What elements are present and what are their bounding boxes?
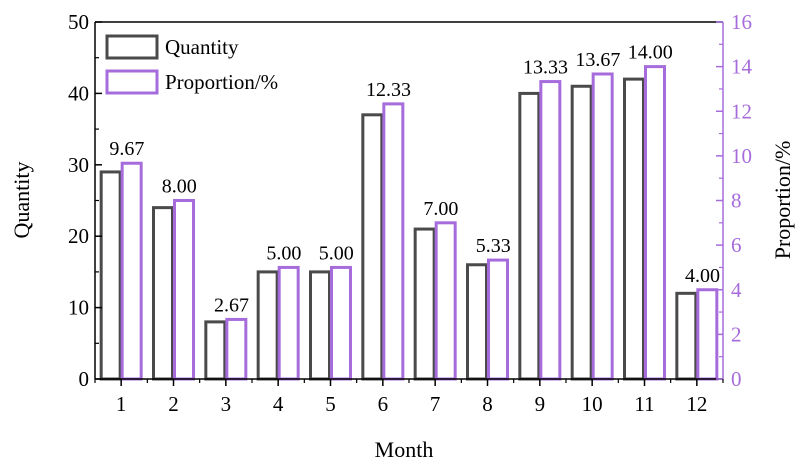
bars-layer: [99, 65, 719, 381]
y-right-tick-label: 2: [731, 322, 742, 346]
data-label-proportion: 5.00: [319, 242, 354, 264]
y-right-tick-label: 4: [731, 278, 742, 302]
bar-proportion: [539, 80, 562, 381]
legend-swatch-proportion: [105, 69, 159, 95]
bar-quantity: [570, 84, 593, 381]
bar-quantity: [99, 170, 122, 381]
y-left-tick-label: 20: [68, 224, 89, 248]
bar-proportion: [330, 265, 352, 381]
y-right-tick-label: 8: [731, 189, 742, 213]
bar-quantity: [361, 113, 384, 381]
data-label-proportion: 2.67: [214, 294, 249, 316]
legend-swatch-quantity: [105, 34, 159, 60]
bar-proportion: [173, 199, 195, 381]
y-left-tick-label: 30: [68, 153, 89, 177]
bar-quantity: [309, 270, 331, 381]
data-label-proportion: 5.33: [476, 235, 511, 257]
x-tick-label: 3: [221, 392, 232, 416]
y-left-tick-label: 40: [68, 81, 89, 105]
data-label-proportion: 8.00: [162, 176, 197, 198]
x-tick-label: 6: [378, 392, 389, 416]
bar-quantity: [675, 291, 698, 381]
y-right-tick-label: 0: [731, 367, 742, 391]
data-label-proportion: 7.00: [423, 198, 458, 220]
bar-quantity: [204, 320, 227, 381]
x-tick-label: 2: [168, 392, 179, 416]
bar-proportion: [487, 258, 509, 381]
bar-proportion: [120, 161, 143, 381]
x-tick-label: 4: [273, 392, 284, 416]
y-left-tick-label: 50: [68, 10, 89, 34]
y-left-tick-label: 0: [79, 367, 90, 391]
data-label-proportion: 13.67: [575, 49, 620, 71]
y-right-tick-label: 6: [731, 233, 742, 257]
legend-label-proportion: Proportion/%: [165, 70, 278, 94]
bar-quantity: [152, 206, 174, 381]
y-right-tick-label: 10: [731, 144, 752, 168]
x-axis-title: Month: [375, 437, 434, 462]
data-label-proportion: 4.00: [685, 265, 720, 287]
y-left-tick-label: 10: [68, 296, 89, 320]
bar-quantity: [413, 227, 436, 381]
bar-quantity: [623, 77, 645, 381]
bar-quantity: [256, 270, 279, 381]
legend-label-quantity: Quantity: [165, 35, 239, 59]
y-left-axis-title: Quantity: [9, 162, 34, 239]
x-tick-label: 10: [582, 392, 603, 416]
x-tick-label: 8: [482, 392, 493, 416]
bar-proportion: [434, 221, 457, 381]
bar-proportion: [696, 288, 719, 381]
x-tick-label: 11: [634, 392, 654, 416]
data-label-proportion: 13.33: [523, 57, 568, 79]
data-label-proportion: 14.00: [628, 42, 673, 64]
data-label-proportion: 12.33: [366, 79, 411, 101]
x-tick-label: 12: [686, 392, 707, 416]
y-right-tick-label: 16: [731, 10, 752, 34]
bar-quantity: [518, 91, 541, 381]
bar-proportion: [644, 65, 666, 381]
bar-proportion: [225, 317, 248, 381]
data-label-proportion: 9.67: [109, 138, 144, 160]
bar-proportion: [382, 102, 405, 381]
x-tick-label: 7: [430, 392, 441, 416]
bar-proportion: [591, 72, 614, 381]
x-tick-label: 5: [325, 392, 336, 416]
x-tick-label: 1: [116, 392, 127, 416]
y-right-tick-label: 14: [731, 55, 753, 79]
legend: Quantity Proportion/%: [105, 34, 278, 95]
x-tick-label: 9: [535, 392, 546, 416]
bar-quantity: [466, 263, 488, 381]
data-label-proportion: 5.00: [266, 242, 301, 264]
y-right-tick-label: 12: [731, 99, 752, 123]
y-right-axis-title: Proportion/%: [770, 141, 795, 260]
data-labels-layer: 9.67 8.00 2.67 5.00 5.00 12.33 7.00 5.33 13.33 13…: [109, 42, 720, 317]
bar-proportion: [277, 265, 300, 381]
